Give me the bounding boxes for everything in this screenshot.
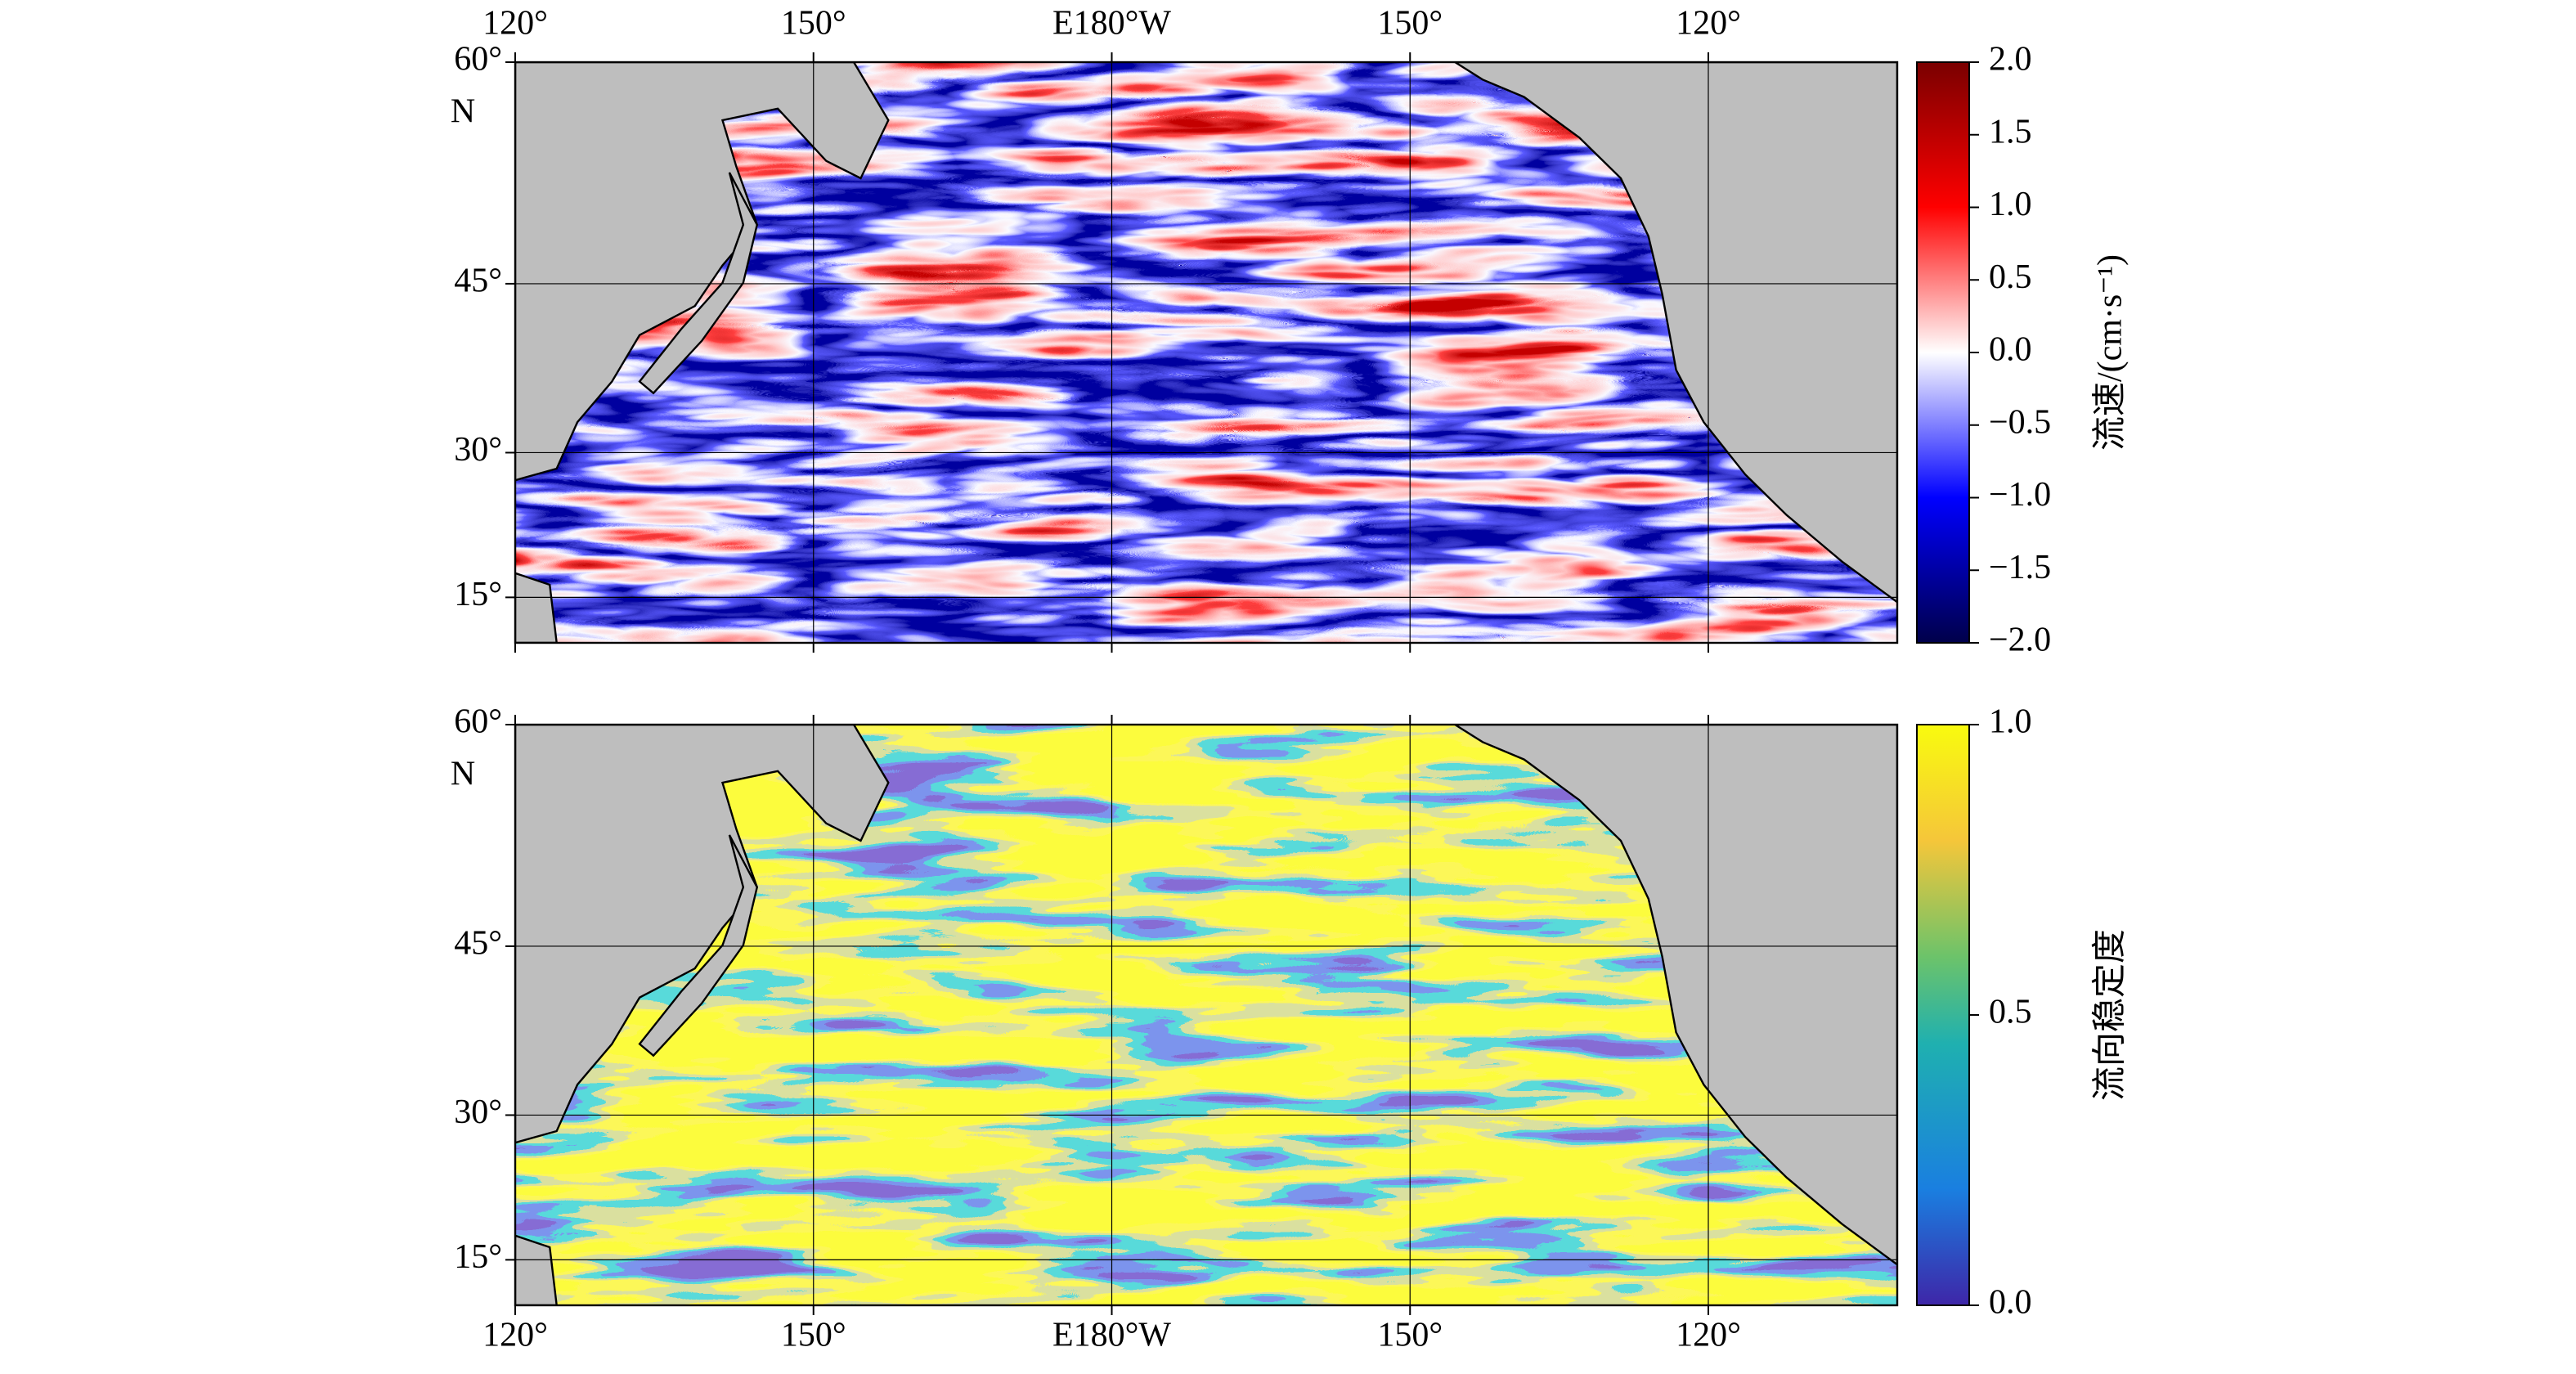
y-tick-label: 15° xyxy=(454,576,502,613)
colorbar xyxy=(1916,724,1970,1306)
colorbar-tick-label: 1.0 xyxy=(1989,186,2032,223)
colorbar-label: 流速/(cm·s⁻¹) xyxy=(2092,254,2129,451)
colorbar-tick-label: 0.5 xyxy=(1989,994,2032,1031)
colorbar-tick-label: −0.5 xyxy=(1989,403,2051,441)
colorbar xyxy=(1916,61,1970,644)
colorbar-tick-label: 2.0 xyxy=(1989,41,2032,79)
colorbar-tick-label: −1.0 xyxy=(1989,476,2051,514)
colorbar-tick-label: −2.0 xyxy=(1989,622,2051,659)
lat-suffix: N xyxy=(451,756,475,793)
colorbar-tick-label: 0.0 xyxy=(1989,1284,2032,1322)
x-tick-label: 150° xyxy=(781,1317,846,1354)
colorbar-tick-label: −1.5 xyxy=(1989,549,2051,586)
y-tick-label: 15° xyxy=(454,1238,502,1276)
x-tick-label: 120° xyxy=(1676,5,1741,43)
y-tick-label: 30° xyxy=(454,431,502,469)
map-panel xyxy=(515,725,1897,1305)
land xyxy=(515,572,558,643)
y-tick-label: 60° xyxy=(454,41,502,79)
map-panel xyxy=(515,62,1897,643)
land xyxy=(638,172,759,395)
x-tick-label: E180°W xyxy=(1052,1317,1171,1354)
x-tick-label: 150° xyxy=(1377,5,1443,43)
land xyxy=(1452,725,1897,1266)
x-tick-label: 120° xyxy=(1676,1317,1741,1354)
colorbar-tick-label: 0.0 xyxy=(1989,331,2032,369)
land xyxy=(1452,62,1897,604)
x-tick-label: E180°W xyxy=(1052,5,1171,43)
x-tick-label: 120° xyxy=(482,1317,548,1354)
lat-suffix: N xyxy=(451,93,475,131)
y-tick-label: 60° xyxy=(454,703,502,741)
y-tick-label: 45° xyxy=(454,925,502,963)
y-tick-label: 45° xyxy=(454,263,502,300)
land xyxy=(515,1234,558,1305)
colorbar-tick-label: 1.5 xyxy=(1989,113,2032,150)
colorbar-label: 流向稳定度 xyxy=(2091,929,2129,1101)
land xyxy=(638,834,759,1057)
map-frame xyxy=(514,61,1899,644)
x-tick-label: 150° xyxy=(1377,1317,1443,1354)
map-frame xyxy=(514,723,1899,1307)
y-tick-label: 30° xyxy=(454,1093,502,1131)
x-tick-label: 120° xyxy=(482,5,548,43)
colorbar-tick-label: 1.0 xyxy=(1989,703,2032,741)
colorbar-tick-label: 0.5 xyxy=(1989,258,2032,296)
x-tick-label: 150° xyxy=(781,5,846,43)
